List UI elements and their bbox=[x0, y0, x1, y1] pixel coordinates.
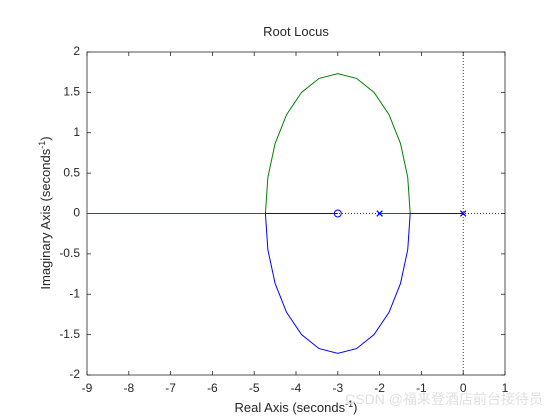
chart-title: Root Locus bbox=[263, 24, 329, 39]
y-axis-label-end: ) bbox=[38, 136, 53, 140]
x-axis-label: Real Axis (seconds-1) bbox=[235, 399, 358, 415]
x-tick-label: -1 bbox=[416, 381, 427, 395]
x-tick-label: -9 bbox=[82, 381, 93, 395]
y-tick-label: -0.5 bbox=[59, 246, 80, 260]
x-tick-label: -6 bbox=[207, 381, 218, 395]
y-axis-label: Imaginary Axis (seconds-1) bbox=[37, 136, 53, 289]
x-tick-label: 1 bbox=[502, 381, 509, 395]
y-tick-label: -2 bbox=[69, 367, 80, 381]
locus-branch bbox=[264, 213, 464, 354]
y-axis-label-sup: -1 bbox=[37, 141, 47, 149]
watermark: CSDN @福来登酒店前台接待员 bbox=[345, 391, 543, 407]
y-tick-label: 2 bbox=[73, 44, 80, 58]
x-tick-label: 0 bbox=[460, 381, 467, 395]
x-tick-label: -8 bbox=[123, 381, 134, 395]
zero-marker bbox=[333, 209, 342, 218]
y-axis-label-text: Imaginary Axis (seconds bbox=[38, 148, 53, 289]
x-axis-label-end: ) bbox=[353, 400, 357, 415]
locus-branch bbox=[87, 73, 411, 214]
pole-marker bbox=[376, 210, 383, 217]
x-tick-label: -4 bbox=[291, 381, 302, 395]
pole-marker bbox=[459, 210, 467, 217]
x-axis-label-sup: -1 bbox=[345, 399, 353, 409]
y-tick-label: 0.5 bbox=[63, 165, 80, 179]
y-tick-label: 1.5 bbox=[63, 85, 80, 99]
x-axis-label-text: Real Axis (seconds bbox=[235, 400, 346, 415]
y-tick-label: -1.5 bbox=[59, 327, 80, 341]
y-tick-label: -1 bbox=[69, 286, 80, 300]
x-tick-label: -7 bbox=[165, 381, 176, 395]
y-tick-label: 0 bbox=[73, 206, 80, 220]
x-tick-label: -3 bbox=[332, 381, 343, 395]
x-tick-label: -5 bbox=[249, 381, 260, 395]
x-tick-label: -2 bbox=[374, 381, 385, 395]
y-tick-label: 1 bbox=[73, 125, 80, 139]
